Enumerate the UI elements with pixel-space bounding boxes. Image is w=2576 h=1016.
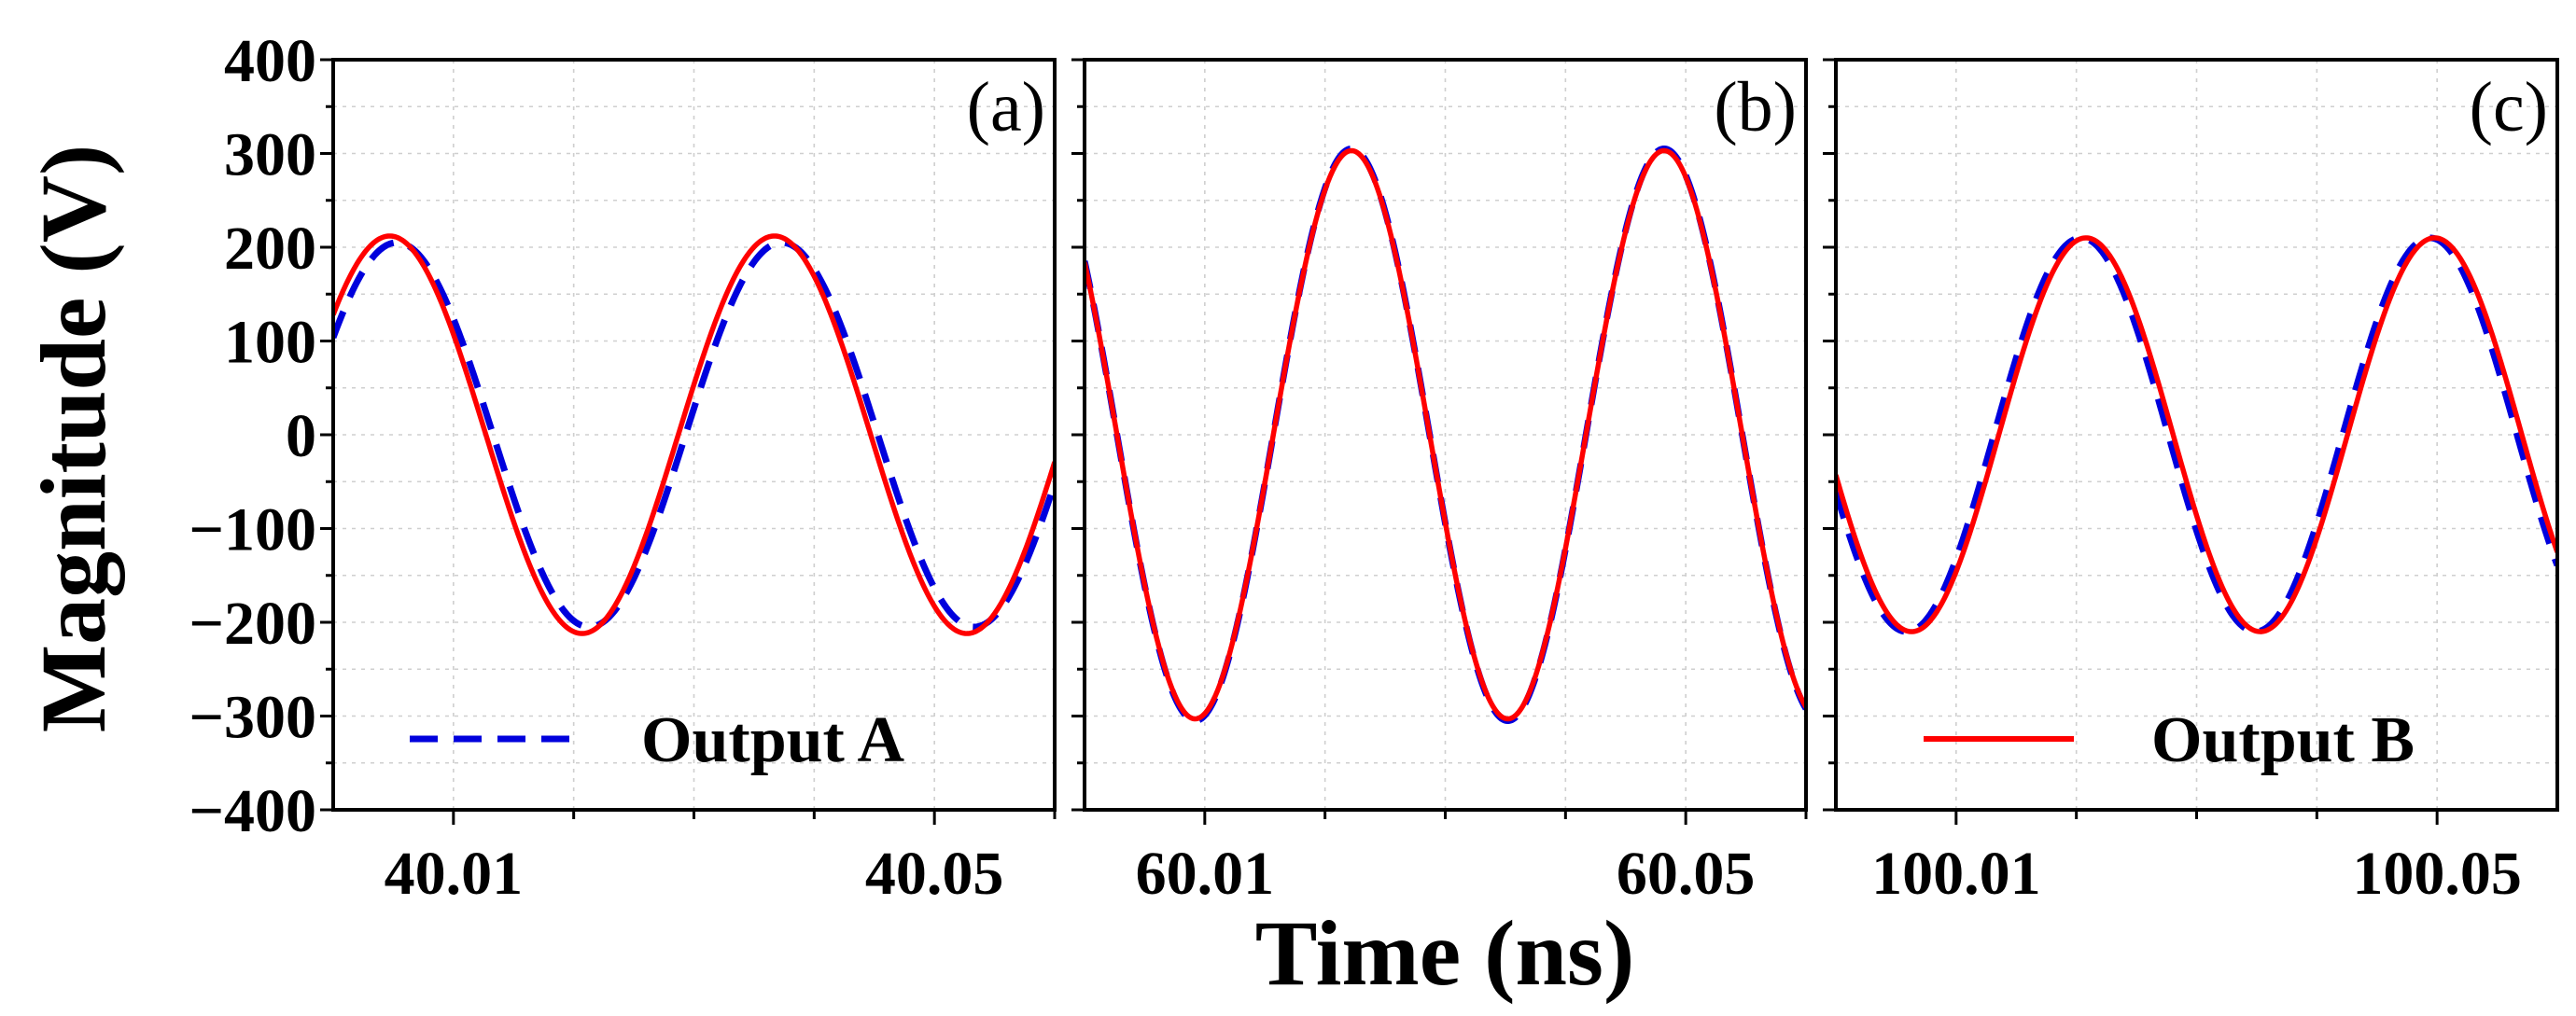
x-tick-label: 60.05 — [1617, 840, 1756, 908]
series-output-a-line — [333, 239, 1055, 631]
panel-c: 100.01 100.05 (c) Output B — [1823, 58, 2559, 908]
y-tick-label: 200 — [224, 215, 316, 283]
y-tick-label: 0 — [286, 402, 316, 470]
x-tick-label: 100.05 — [2352, 840, 2522, 908]
plot-frame — [331, 58, 1057, 812]
series-output-b-line — [1085, 147, 1806, 722]
panel-a: 40.01 40.05 400 300 200 100 0 −100 −200 −300 −400 (… — [189, 27, 1057, 908]
panel-label: (c) — [2470, 68, 2548, 146]
series-output-b-line — [333, 233, 1055, 636]
panel-b: 60.01 60.05 (b) — [1071, 58, 1808, 908]
legend: Output B — [1924, 704, 2415, 776]
plot-frame — [1834, 58, 2559, 812]
y-tick-label: 300 — [224, 121, 316, 189]
series-output-b-line — [1836, 235, 2557, 634]
panel-label: (a) — [967, 68, 1045, 146]
y-tick-label: −100 — [189, 496, 316, 564]
legend-label: Output A — [641, 704, 904, 776]
x-tick-label: 40.01 — [385, 840, 524, 908]
panel-label: (b) — [1714, 68, 1797, 146]
y-axis-title: Magnitude (V) — [21, 145, 125, 733]
y-tick-label: 400 — [224, 27, 316, 95]
y-tick-label: −200 — [189, 590, 316, 658]
panels: 40.01 40.05 400 300 200 100 0 −100 −200 −300 −400 (… — [189, 27, 2559, 908]
x-tick-label: 60.01 — [1136, 840, 1275, 908]
legend: Output A — [410, 704, 904, 776]
x-tick-label: 40.05 — [865, 840, 1004, 908]
plot-frame — [1083, 58, 1808, 812]
x-tick-label: 100.01 — [1871, 840, 2041, 908]
legend-label: Output B — [2151, 704, 2415, 776]
x-axis-title: Time (ns) — [1255, 901, 1635, 1005]
y-tick-label: 100 — [224, 309, 316, 377]
y-tick-label: −300 — [189, 684, 316, 752]
y-tick-label: −400 — [189, 777, 316, 845]
